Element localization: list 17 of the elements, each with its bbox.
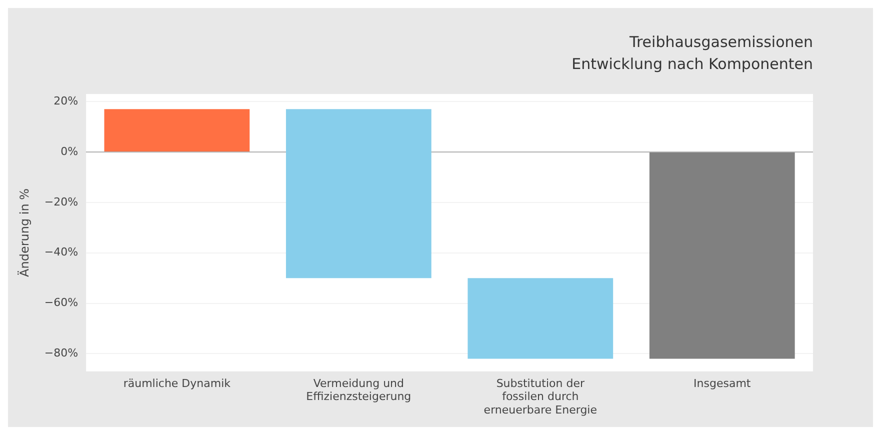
- y-tick-label: −40%: [44, 246, 78, 259]
- y-tick-label: 0%: [60, 144, 78, 158]
- x-tick-label: Substitution der fossilen durch erneuerbare Energie: [484, 376, 598, 416]
- x-tick-label: Insgesamt: [694, 376, 752, 390]
- x-tick-label: räumliche Dynamik: [123, 376, 232, 390]
- y-tick-label: −60%: [44, 296, 78, 310]
- y-tick-label: −20%: [44, 195, 78, 208]
- x-tick-label: Vermeidung und Effizienzsteigerung: [306, 376, 412, 404]
- chart-title: Treibhausgasemissionen: [628, 32, 813, 51]
- bar: [286, 109, 432, 278]
- bar: [468, 278, 614, 359]
- bar: [649, 152, 795, 359]
- y-tick-label: 20%: [54, 94, 78, 108]
- bar: [104, 109, 250, 152]
- y-tick-label: −80%: [44, 346, 78, 360]
- y-axis-title: Änderung in %: [17, 188, 32, 277]
- chart-subtitle: Entwicklung nach Komponenten: [572, 54, 813, 73]
